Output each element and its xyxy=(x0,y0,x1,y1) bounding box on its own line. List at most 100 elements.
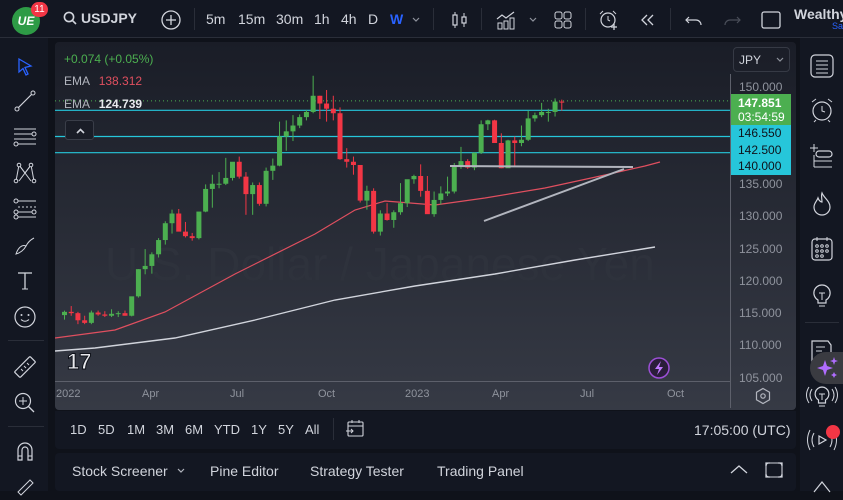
ideas-lightbulb-icon[interactable] xyxy=(808,282,836,310)
object-tree-icon[interactable] xyxy=(808,142,836,170)
time-tick: Oct xyxy=(667,388,685,400)
cursor-icon[interactable] xyxy=(12,54,38,80)
chevron-down-icon[interactable] xyxy=(527,13,539,25)
pattern-icon[interactable] xyxy=(12,160,38,186)
user-name[interactable]: Wealthy xyxy=(794,6,843,22)
range-1y[interactable]: 1Y xyxy=(251,422,267,437)
ema-slow-value: 124.739 xyxy=(98,97,143,111)
tab-stock-screener[interactable]: Stock Screener xyxy=(72,463,168,479)
lock-drawings-icon[interactable] xyxy=(12,472,38,498)
streams-lightbulb-icon[interactable] xyxy=(806,384,838,412)
undo-icon[interactable] xyxy=(683,9,705,31)
top-toolbar: UE 11 USDJPY 5m 15m 30m 1h 4h D W Wealth… xyxy=(0,0,843,38)
chevron-down-icon xyxy=(776,57,784,62)
go-to-date-icon[interactable] xyxy=(345,419,365,439)
range-bar xyxy=(55,411,796,449)
divider xyxy=(8,426,44,427)
interval-15m[interactable]: 15m xyxy=(238,11,266,27)
chevron-down-icon[interactable] xyxy=(176,466,186,476)
ema-fast-value: 138.312 xyxy=(98,74,143,88)
zoom-in-icon[interactable] xyxy=(12,390,38,416)
divider xyxy=(194,8,195,30)
fib-retracement-icon[interactable] xyxy=(12,196,38,222)
symbol-search[interactable]: USDJPY xyxy=(63,10,137,26)
range-1d[interactable]: 1D xyxy=(70,422,87,437)
price-tick: 135.000 xyxy=(739,177,783,191)
ruler-icon[interactable] xyxy=(12,354,38,380)
horizontal-lines-icon[interactable] xyxy=(12,123,38,149)
time-axis-border xyxy=(55,381,730,382)
chart-pane[interactable]: U.S. Dollar / Japanese Yen 17 xyxy=(55,42,796,410)
time-tick: Apr xyxy=(492,388,510,400)
interval-4h[interactable]: 4h xyxy=(341,11,357,27)
maximize-panel-icon[interactable] xyxy=(764,460,784,480)
price-tick: 105.000 xyxy=(739,371,783,385)
brush-icon[interactable] xyxy=(12,232,38,258)
range-5d[interactable]: 5D xyxy=(98,422,115,437)
range-1m[interactable]: 1M xyxy=(127,422,146,437)
price-tick: 120.000 xyxy=(739,274,783,288)
interval-w[interactable]: W xyxy=(390,11,404,27)
price-axis-border xyxy=(730,74,731,408)
candles-chart-type-icon[interactable] xyxy=(449,9,471,31)
range-ytd[interactable]: YTD xyxy=(214,422,240,437)
layouts-icon[interactable] xyxy=(552,9,574,31)
divider xyxy=(8,340,44,341)
alarm-clock-icon[interactable] xyxy=(808,96,836,124)
price-tick: 150.000 xyxy=(739,80,783,94)
range-5y[interactable]: 5Y xyxy=(278,422,294,437)
interval-5m[interactable]: 5m xyxy=(206,11,226,27)
divider xyxy=(585,8,586,30)
interval-d[interactable]: D xyxy=(368,11,379,27)
compare-add-icon[interactable] xyxy=(160,9,182,31)
divider xyxy=(805,322,839,323)
alert-icon[interactable] xyxy=(597,9,619,31)
utc-clock[interactable]: 17:05:00 (UTC) xyxy=(694,422,791,438)
collapse-legend-button[interactable] xyxy=(65,120,94,140)
chevron-up-icon xyxy=(76,128,85,134)
watchlist-icon[interactable] xyxy=(808,52,836,80)
redo-icon[interactable] xyxy=(721,9,743,31)
svg-text:17: 17 xyxy=(67,349,91,374)
replay-icon[interactable] xyxy=(637,9,659,31)
price-tick: 110.000 xyxy=(739,338,782,352)
tab-pine-editor[interactable]: Pine Editor xyxy=(210,463,279,479)
time-tick: 2023 xyxy=(405,388,430,400)
interval-1h[interactable]: 1h xyxy=(314,11,330,27)
candlestick-chart[interactable]: U.S. Dollar / Japanese Yen 17 xyxy=(55,42,796,410)
chart-settings-icon[interactable] xyxy=(754,387,772,405)
interval-30m[interactable]: 30m xyxy=(276,11,304,27)
tab-trading-panel[interactable]: Trading Panel xyxy=(437,463,524,479)
calendar-icon[interactable] xyxy=(808,235,836,263)
tab-strategy-tester[interactable]: Strategy Tester xyxy=(310,463,404,479)
ema-slow-legend[interactable]: EMA 124.739 xyxy=(64,97,143,111)
chevron-up-icon[interactable] xyxy=(729,462,749,478)
sparkle-icon xyxy=(817,357,838,378)
divider xyxy=(333,418,334,440)
range-all[interactable]: All xyxy=(305,422,320,437)
price-tick: 130.000 xyxy=(739,209,783,223)
emoji-icon[interactable] xyxy=(12,304,38,330)
indicators-icon[interactable] xyxy=(495,9,517,31)
fullscreen-square-icon[interactable] xyxy=(760,9,782,31)
drawing-toolbar xyxy=(0,38,52,496)
text-icon[interactable] xyxy=(12,268,38,294)
notification-badge: 11 xyxy=(31,2,48,17)
time-tick: Apr xyxy=(142,388,160,400)
chevron-down-icon[interactable] xyxy=(410,13,422,25)
bottom-panel-bar xyxy=(55,453,796,491)
currency-select[interactable]: JPY xyxy=(733,47,790,72)
range-6m[interactable]: 6M xyxy=(185,422,204,437)
trend-line-icon[interactable] xyxy=(12,88,38,114)
magnet-icon[interactable] xyxy=(12,438,38,464)
time-tick: Jul xyxy=(580,388,595,400)
price-tick: 125.000 xyxy=(739,242,783,256)
help-icon[interactable] xyxy=(808,472,836,500)
ai-assistant-button[interactable] xyxy=(810,352,843,384)
level-146-tag: 146.550 xyxy=(738,126,782,140)
range-3m[interactable]: 3M xyxy=(156,422,175,437)
ema-fast-legend[interactable]: EMA 138.312 xyxy=(64,74,143,88)
level-142-tag: 142.500 xyxy=(738,142,782,157)
hotlists-flame-icon[interactable] xyxy=(808,190,836,218)
divider xyxy=(433,8,434,30)
